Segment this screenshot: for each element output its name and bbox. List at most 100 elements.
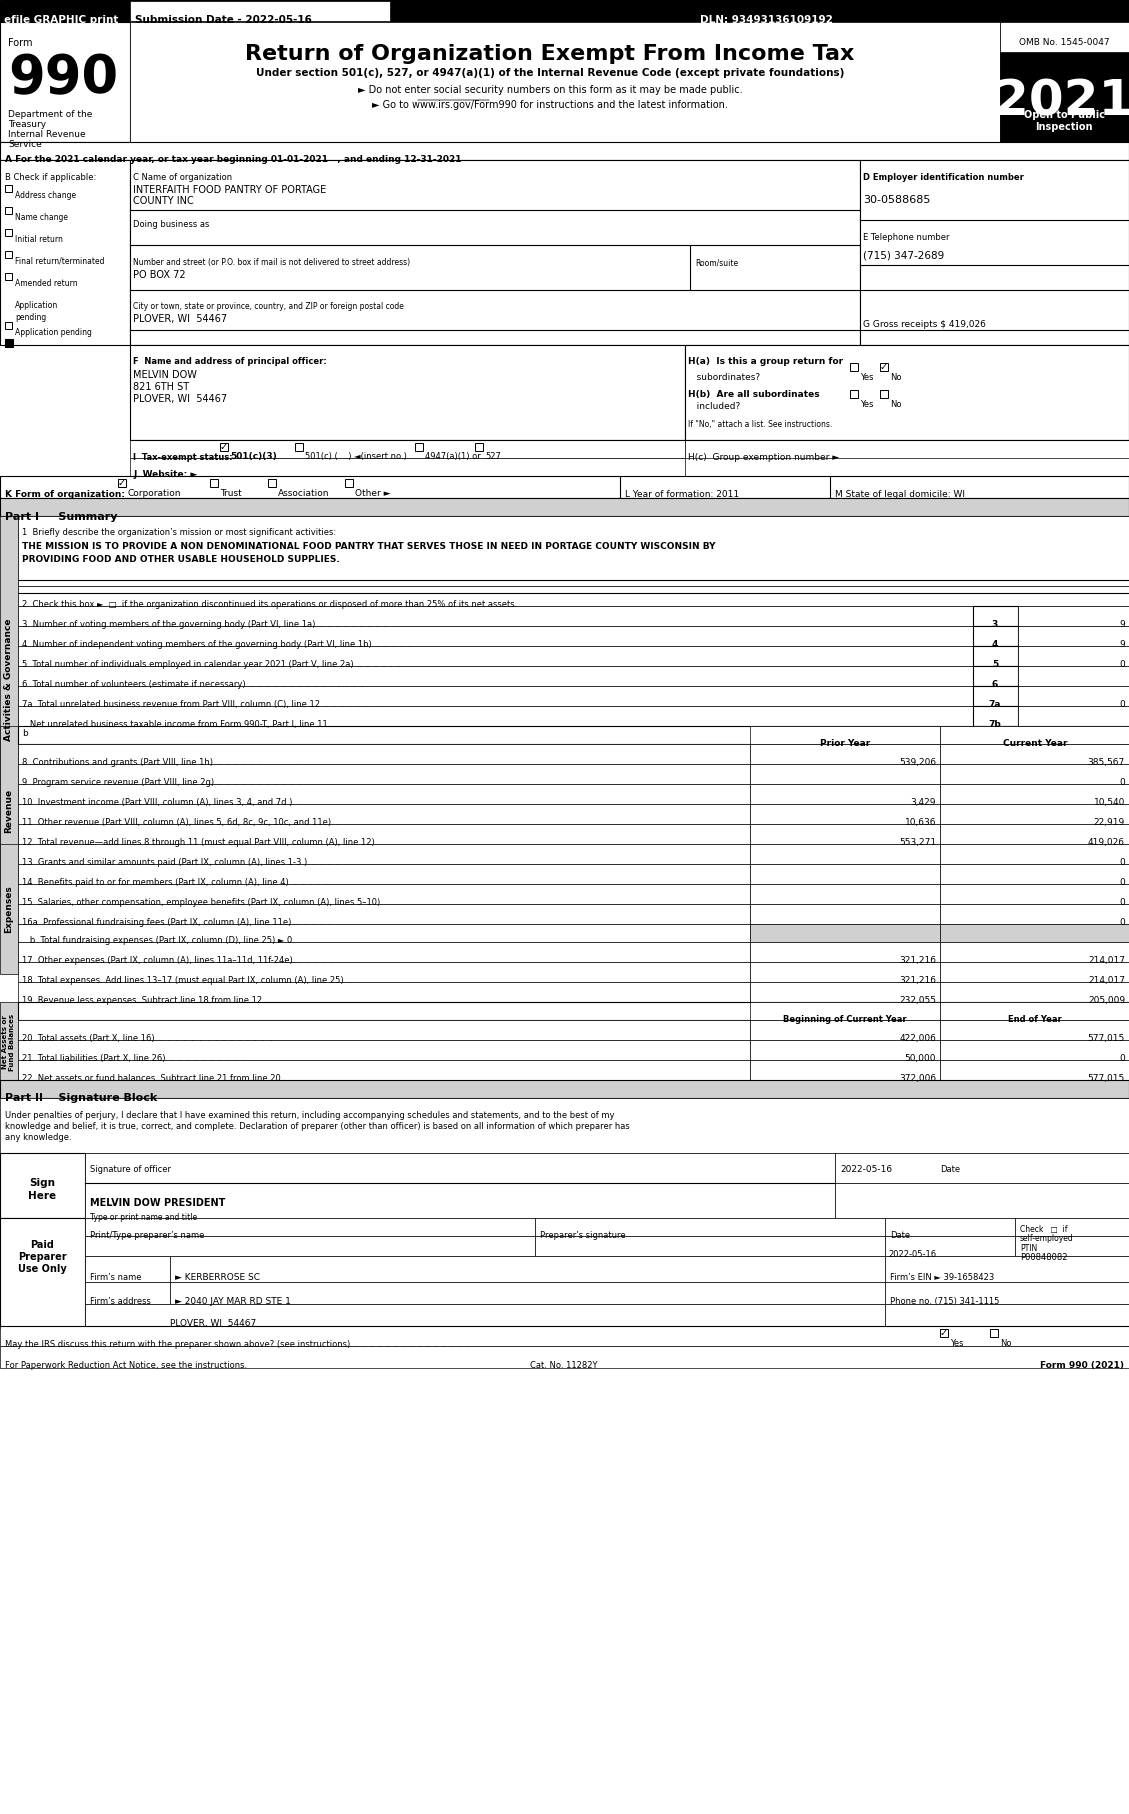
Text: No: No [890,401,901,408]
Text: Firm’s address: Firm’s address [90,1297,151,1306]
Text: Date: Date [890,1232,910,1241]
Text: 2  Check this box ►  □  if the organization discontinued its operations or dispo: 2 Check this box ► □ if the organization… [21,600,517,610]
Bar [860,160,1129,345]
Text: Yes: Yes [949,1339,963,1348]
Bar [5,323,12,328]
Bar [18,744,750,764]
Text: Cat. No. 11282Y: Cat. No. 11282Y [531,1360,597,1370]
Text: K Form of organization:: K Form of organization: [5,490,125,499]
Bar [750,1019,940,1039]
Bar [5,207,12,214]
Text: 577,015: 577,015 [1087,1074,1124,1083]
Bar [18,961,750,981]
Text: 501(c)(3): 501(c)(3) [230,452,277,461]
Text: 8  Contributions and grants (Part VIII, line 1h)  .  .  .  .  .  .  .  .  .  .  : 8 Contributions and grants (Part VIII, l… [21,758,299,767]
Text: 0: 0 [1119,700,1124,709]
Text: I  Tax-exempt status:: I Tax-exempt status: [133,454,233,463]
Bar [85,1304,885,1326]
Bar [1018,646,1129,666]
Bar [940,941,1129,961]
Text: Revenue: Revenue [5,789,14,833]
Bar [119,479,126,486]
Text: Final return/terminated: Final return/terminated [15,258,105,267]
Bar [85,1183,835,1217]
Text: C Name of organization: C Name of organization [133,172,233,181]
Text: Amended return: Amended return [15,279,78,288]
Bar [685,345,1129,441]
Text: M State of legal domicile: WI: M State of legal domicile: WI [835,490,965,499]
Bar [268,479,275,486]
Text: Part II    Signature Block: Part II Signature Block [5,1094,157,1103]
Text: Expenses: Expenses [5,885,14,932]
Text: b  Total fundraising expenses (Part IX, column (D), line 25) ► 0: b Total fundraising expenses (Part IX, c… [21,936,292,945]
Bar [170,1282,885,1304]
Text: Signature of officer: Signature of officer [90,1165,170,1174]
Text: 10,636: 10,636 [904,818,936,827]
Text: Preparer’s signature: Preparer’s signature [540,1232,625,1241]
Text: 9  Program service revenue (Part VIII, line 2g)  .  .  .  .  .  .  .  .  .  .  .: 9 Program service revenue (Part VIII, li… [21,778,300,787]
Text: H(a)  Is this a group return for: H(a) Is this a group return for [688,357,843,366]
Text: 0: 0 [1119,660,1124,669]
Text: Department of the: Department of the [8,111,93,120]
Bar [835,1183,1129,1217]
Text: Application: Application [15,301,59,310]
Bar [940,981,1129,1001]
Text: H(c)  Group exemption number ►: H(c) Group exemption number ► [688,454,839,463]
Bar [1018,606,1129,626]
Bar [1018,706,1129,726]
Bar [0,22,130,141]
Text: 3  Number of voting members of the governing body (Part VI, line 1a)  .  .  .  .: 3 Number of voting members of the govern… [21,620,386,629]
Bar [940,1059,1129,1079]
Text: ✓: ✓ [940,1328,948,1339]
Bar [18,804,750,824]
Bar [18,903,750,923]
Text: Number and street (or P.O. box if mail is not delivered to street address): Number and street (or P.O. box if mail i… [133,258,410,267]
Bar [750,1001,940,1019]
Bar [0,844,18,974]
Bar [0,160,130,345]
Text: Current Year: Current Year [1003,738,1067,747]
Bar [940,1019,1129,1039]
Text: Internal Revenue: Internal Revenue [8,131,86,140]
Text: Yes: Yes [860,401,874,408]
Text: 321,216: 321,216 [899,976,936,985]
Text: 15  Salaries, other compensation, employee benefits (Part IX, column (A), lines : 15 Salaries, other compensation, employe… [21,898,380,907]
Bar [18,1059,750,1079]
Bar [170,1255,885,1282]
Bar [18,706,973,726]
Bar [5,250,12,258]
Bar [18,586,1129,606]
Text: MELVIN DOW: MELVIN DOW [133,370,196,379]
Text: 0: 0 [1119,898,1124,907]
Bar [5,272,12,279]
Bar [0,1346,1129,1368]
Bar [18,824,750,844]
Bar [885,1255,1129,1282]
Text: Phone no. (715) 341-1115: Phone no. (715) 341-1115 [890,1297,999,1306]
Text: 214,017: 214,017 [1088,976,1124,985]
Text: Form 990 (2021): Form 990 (2021) [1040,1360,1124,1370]
Bar [885,1304,1129,1326]
Text: Check   □  if: Check □ if [1019,1224,1068,1234]
Text: No: No [1000,1339,1012,1348]
Text: 0: 0 [1119,878,1124,887]
Bar [18,981,750,1001]
Bar [940,1039,1129,1059]
Bar [750,863,940,883]
Text: Firm’s name: Firm’s name [90,1273,141,1282]
Bar [130,457,685,475]
Text: E Telephone number: E Telephone number [863,232,949,241]
Text: 821 6TH ST: 821 6TH ST [133,383,190,392]
Bar [750,844,940,863]
Text: J  Website: ►: J Website: ► [133,470,198,479]
Text: 2021: 2021 [995,78,1129,125]
Bar [850,363,858,372]
Bar [18,883,750,903]
Text: Print/Type preparer’s name: Print/Type preparer’s name [90,1232,204,1241]
Bar [5,229,12,236]
Bar [18,646,973,666]
Text: B Check if applicable:: B Check if applicable: [5,172,96,181]
Text: 0: 0 [1119,778,1124,787]
Bar [0,726,18,896]
Bar [130,2,390,22]
